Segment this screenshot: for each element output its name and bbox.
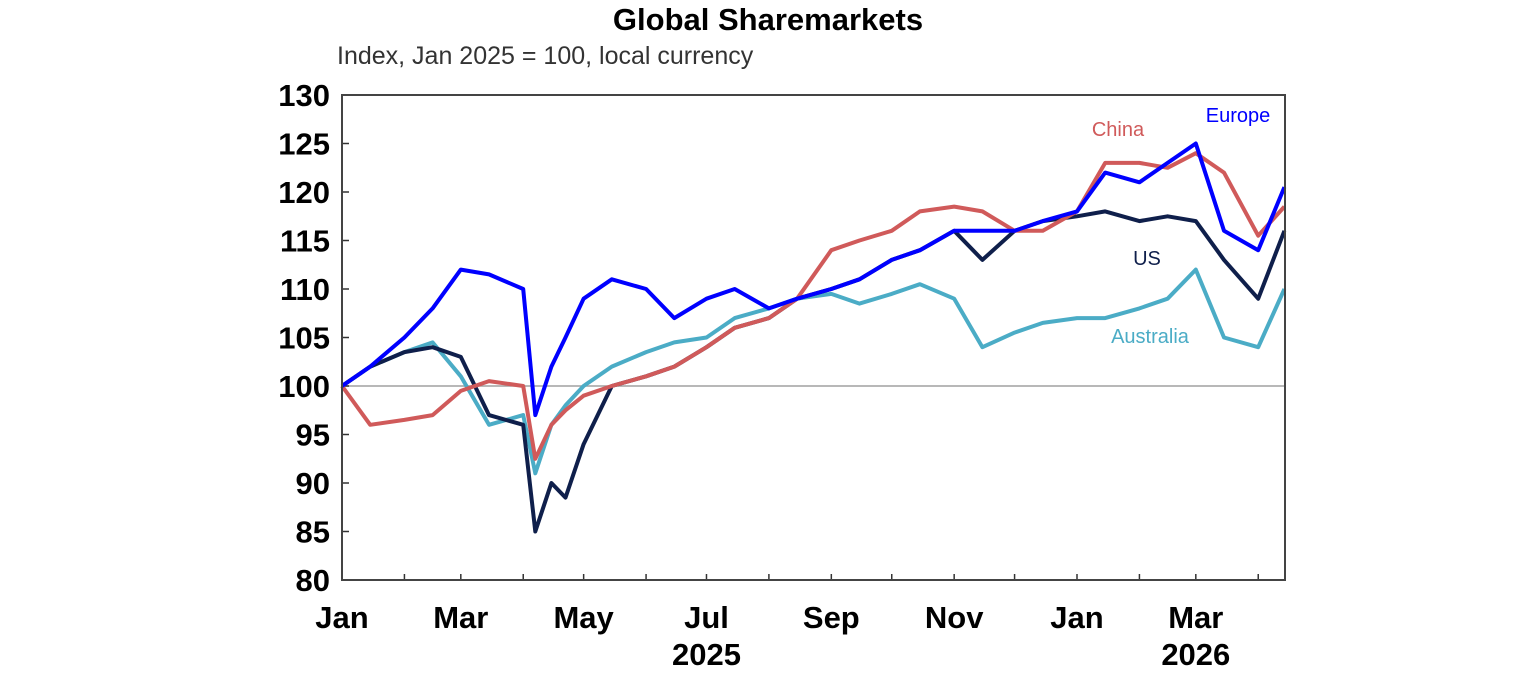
y-tick-label: 95 bbox=[296, 418, 330, 453]
year-label: 2026 bbox=[1161, 637, 1230, 672]
y-tick-label: 90 bbox=[296, 466, 330, 501]
x-tick-label: Mar bbox=[433, 600, 488, 635]
x-tick-label: Jan bbox=[315, 600, 368, 635]
series-line-china bbox=[340, 151, 1286, 461]
chart-title: Global Sharemarkets bbox=[612, 2, 924, 37]
x-tick-label: Jul bbox=[684, 600, 729, 635]
y-tick-label: 110 bbox=[280, 272, 330, 307]
year-label: 2025 bbox=[672, 637, 741, 672]
y-tick-label: 120 bbox=[278, 175, 330, 210]
y-tick-label: 100 bbox=[278, 369, 330, 404]
plot-frame bbox=[341, 94, 1286, 581]
series-line-australia bbox=[340, 267, 1287, 476]
chart-subtitle: Index, Jan 2025 = 100, local currency bbox=[337, 42, 754, 70]
series-label-australia: Australia bbox=[1111, 326, 1190, 348]
y-tick-label: 125 bbox=[278, 127, 330, 162]
x-tick-label: May bbox=[553, 600, 614, 635]
x-tick-label: Nov bbox=[925, 600, 984, 635]
y-tick-label: 115 bbox=[280, 224, 330, 259]
series-label-europe: Europe bbox=[1206, 105, 1271, 127]
x-tick-label: Mar bbox=[1168, 600, 1223, 635]
series-line-europe bbox=[340, 141, 1287, 418]
y-tick-label: 85 bbox=[296, 515, 330, 550]
x-tick-label: Sep bbox=[803, 600, 860, 635]
series-label-us: US bbox=[1133, 248, 1161, 270]
y-tick-label: 130 bbox=[278, 78, 330, 113]
x-tick-label: Jan bbox=[1050, 600, 1103, 635]
y-tick-label: 105 bbox=[278, 321, 330, 356]
y-tick-label: 80 bbox=[296, 563, 330, 598]
series-label-china: China bbox=[1092, 119, 1145, 141]
